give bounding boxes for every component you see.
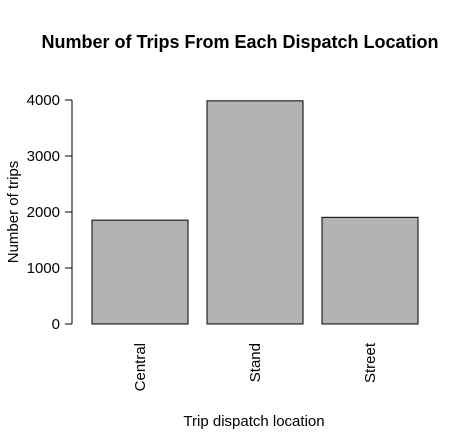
y-axis-label: Number of trips xyxy=(5,161,22,264)
x-tick-label-stand: Stand xyxy=(247,343,264,382)
bars-group xyxy=(91,100,419,325)
y-tick-label: 2000 xyxy=(27,204,60,221)
x-tick-labels: Central Stand Street xyxy=(132,342,379,391)
y-tick-label: 0 xyxy=(52,316,60,333)
y-tick-label: 1000 xyxy=(27,260,60,277)
x-tick-label-street: Street xyxy=(362,342,379,383)
chart-title: Number of Trips From Each Dispatch Locat… xyxy=(41,32,438,52)
x-axis-label: Trip dispatch location xyxy=(183,413,324,430)
x-tick-label-central: Central xyxy=(132,343,149,391)
y-tick-label: 4000 xyxy=(27,92,60,109)
bar-street xyxy=(321,216,419,325)
bar-central xyxy=(91,219,189,325)
y-tick-label: 3000 xyxy=(27,148,60,165)
y-axis: 0 1000 2000 3000 4000 xyxy=(27,92,73,333)
bar-stand xyxy=(206,100,304,325)
